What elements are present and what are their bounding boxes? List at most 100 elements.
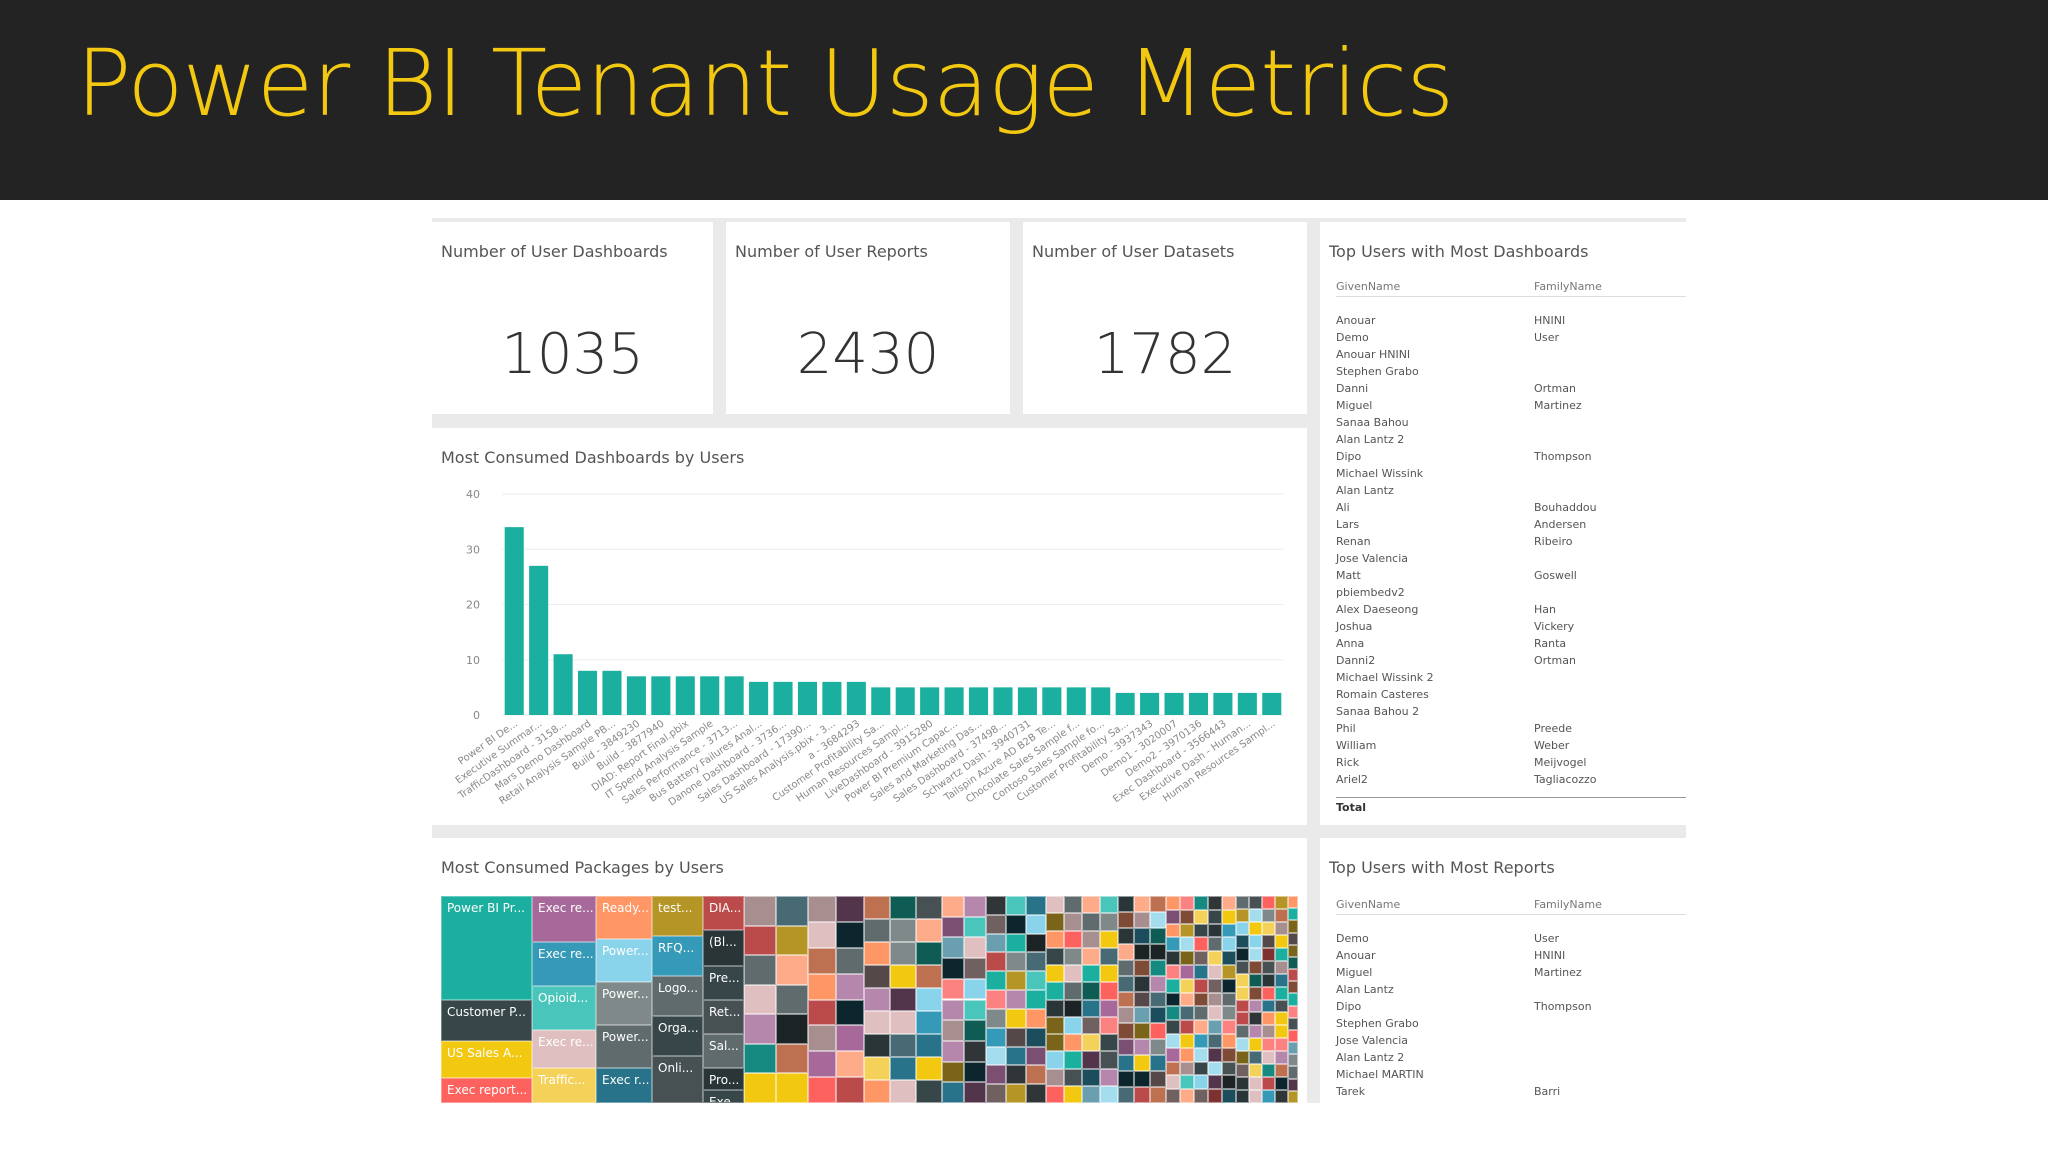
treemap-package[interactable] [1006, 1008, 1026, 1028]
treemap-package[interactable] [1150, 911, 1166, 928]
treemap-package[interactable] [1249, 999, 1262, 1013]
treemap-package[interactable] [964, 1061, 986, 1083]
treemap-package[interactable] [1236, 1012, 1249, 1026]
treemap-package[interactable] [1118, 1023, 1134, 1040]
treemap-package[interactable] [1275, 986, 1288, 1000]
treemap-package[interactable] [744, 1043, 776, 1074]
treemap-package[interactable] [1194, 992, 1208, 1007]
treemap-package[interactable] [776, 896, 808, 926]
treemap-package[interactable] [1118, 1007, 1134, 1024]
treemap-package[interactable] [1064, 896, 1082, 914]
treemap-package[interactable] [1064, 913, 1082, 931]
treemap-package[interactable] [1249, 1025, 1262, 1039]
treemap-package[interactable] [1288, 1078, 1298, 1091]
treemap-package[interactable] [1262, 934, 1275, 948]
treemap-package[interactable] [836, 896, 864, 922]
bar[interactable] [1213, 692, 1233, 715]
treemap-package[interactable] [1134, 1023, 1150, 1040]
treemap-package[interactable] [1006, 933, 1026, 953]
treemap-package[interactable] [1208, 1006, 1222, 1021]
treemap-package[interactable] [808, 921, 836, 948]
treemap-package[interactable] [1166, 1047, 1180, 1062]
treemap-package[interactable] [1150, 1055, 1166, 1072]
treemap-package[interactable] [1006, 896, 1026, 915]
treemap-package[interactable] [1249, 986, 1262, 1000]
bar[interactable] [944, 687, 964, 715]
treemap-package[interactable] [1194, 923, 1208, 938]
bar[interactable] [1262, 692, 1282, 715]
treemap-package[interactable] [964, 1020, 986, 1041]
treemap-package[interactable]: Customer P... [441, 1000, 532, 1041]
treemap-package[interactable] [1288, 956, 1298, 970]
treemap-package[interactable] [1236, 896, 1249, 909]
treemap-package[interactable] [1118, 1055, 1134, 1072]
treemap-package[interactable] [1180, 1089, 1194, 1103]
treemap-package[interactable] [1118, 896, 1134, 912]
treemap-package[interactable] [1208, 992, 1222, 1007]
treemap-package[interactable] [942, 958, 964, 979]
treemap-package[interactable] [1082, 913, 1100, 931]
treemap-package[interactable] [1222, 1006, 1236, 1021]
treemap-package[interactable] [864, 965, 890, 988]
treemap-package[interactable] [1180, 1047, 1194, 1062]
treemap-package[interactable] [744, 984, 776, 1015]
treemap-package[interactable] [808, 1077, 836, 1103]
treemap-package[interactable] [1288, 896, 1298, 909]
treemap-package[interactable] [890, 896, 916, 919]
treemap-package[interactable] [1150, 1023, 1166, 1040]
treemap-package[interactable] [1275, 896, 1288, 909]
treemap-package[interactable] [942, 896, 964, 917]
treemap-package[interactable] [1166, 1020, 1180, 1034]
treemap-package[interactable] [1166, 1061, 1180, 1076]
treemap-package[interactable] [864, 1080, 890, 1103]
treemap-package[interactable] [1082, 930, 1100, 948]
treemap-package[interactable] [1006, 1046, 1026, 1066]
treemap-package[interactable] [1236, 921, 1249, 935]
treemap-package[interactable] [1222, 1047, 1236, 1062]
treemap-package[interactable] [964, 978, 986, 1000]
treemap-package[interactable] [1236, 1064, 1249, 1078]
treemap-package[interactable] [964, 958, 986, 979]
bar[interactable] [724, 676, 744, 715]
treemap-package[interactable] [1150, 1071, 1166, 1088]
treemap-package[interactable] [1236, 1038, 1249, 1052]
treemap-package[interactable] [1208, 896, 1222, 910]
treemap-package[interactable] [1026, 971, 1046, 991]
treemap-package[interactable] [1275, 1077, 1288, 1091]
treemap-package[interactable] [1249, 947, 1262, 961]
treemap-package[interactable] [1166, 1075, 1180, 1090]
treemap-package[interactable] [1006, 1065, 1026, 1085]
bar[interactable] [1091, 687, 1111, 715]
treemap-package[interactable] [864, 896, 890, 919]
treemap-package[interactable] [1150, 959, 1166, 976]
treemap-package[interactable] [1194, 909, 1208, 924]
treemap-package[interactable] [1118, 927, 1134, 944]
treemap-package[interactable] [776, 955, 808, 985]
treemap-package[interactable] [1249, 1038, 1262, 1052]
treemap-package[interactable] [1288, 944, 1298, 957]
treemap-package[interactable] [1275, 960, 1288, 974]
treemap-package[interactable] [1262, 986, 1275, 1000]
treemap-package[interactable] [1064, 947, 1082, 965]
treemap-package[interactable] [836, 921, 864, 948]
treemap-package[interactable] [1262, 908, 1275, 922]
col-header-givenname[interactable]: GivenName [1336, 898, 1401, 911]
treemap-package[interactable] [1046, 913, 1064, 931]
treemap-package[interactable] [1118, 1039, 1134, 1056]
treemap-package[interactable] [1194, 1006, 1208, 1021]
treemap-package[interactable] [1236, 1025, 1249, 1039]
treemap-package[interactable] [964, 896, 986, 917]
treemap-package[interactable] [864, 942, 890, 965]
treemap-package[interactable] [1275, 908, 1288, 922]
treemap-package[interactable] [1180, 909, 1194, 924]
bar[interactable] [822, 681, 842, 715]
treemap-package[interactable] [1134, 943, 1150, 960]
treemap-package[interactable]: Power BI Pr... [441, 896, 532, 1000]
treemap-package[interactable] [1194, 965, 1208, 979]
treemap-package[interactable] [1082, 1068, 1100, 1086]
bar[interactable] [920, 687, 940, 715]
treemap-package[interactable] [1082, 1085, 1100, 1103]
treemap-package[interactable] [1262, 999, 1275, 1013]
treemap-package[interactable] [1026, 914, 1046, 934]
treemap-package[interactable] [1150, 1087, 1166, 1103]
